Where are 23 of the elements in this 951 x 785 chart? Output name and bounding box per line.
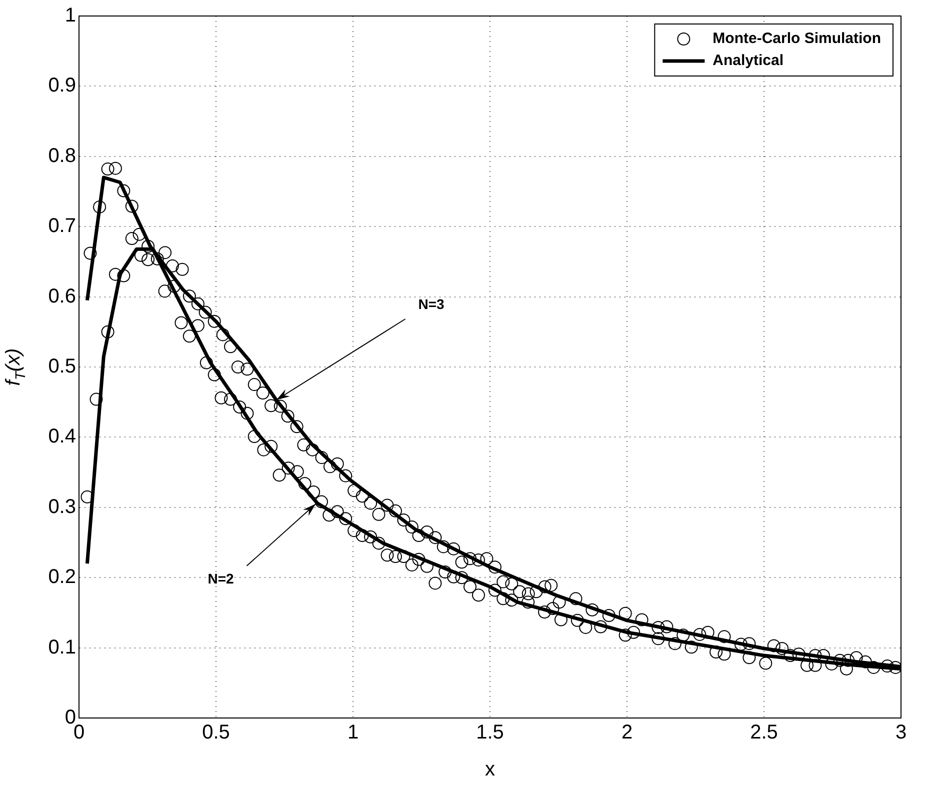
y-tick-label: 0.5	[48, 356, 76, 378]
y-tick-label: 0.1	[48, 636, 76, 658]
annotation: N=3	[418, 296, 445, 312]
y-tick-label: 0.6	[48, 285, 76, 308]
y-tick-label: 0.3	[48, 496, 76, 518]
y-tick-label: 0.8	[48, 144, 76, 167]
y-tick-label: 0.9	[48, 74, 76, 97]
x-tick-label: 1.5	[476, 722, 504, 744]
annotation: N=2	[208, 570, 234, 587]
y-tick-label: 1	[64, 4, 76, 27]
y-tick-label: 0.7	[48, 215, 76, 238]
y-tick-label: 0.4	[48, 426, 76, 448]
x-axis-title: x	[485, 758, 495, 781]
x-tick-label: 1	[347, 722, 359, 744]
y-axis-title: fT(x)	[2, 348, 28, 386]
legend-label: Monte-Carlo Simulation	[712, 30, 882, 48]
x-tick-label: 2.5	[750, 722, 778, 744]
y-tick-label: 0.2	[48, 566, 76, 588]
x-tick-label: 0.5	[202, 722, 230, 744]
y-tick-label: 0	[64, 706, 76, 729]
legend-label: Analytical	[712, 52, 784, 70]
x-tick-label: 3	[895, 722, 907, 744]
x-tick-label: 2	[621, 722, 633, 744]
